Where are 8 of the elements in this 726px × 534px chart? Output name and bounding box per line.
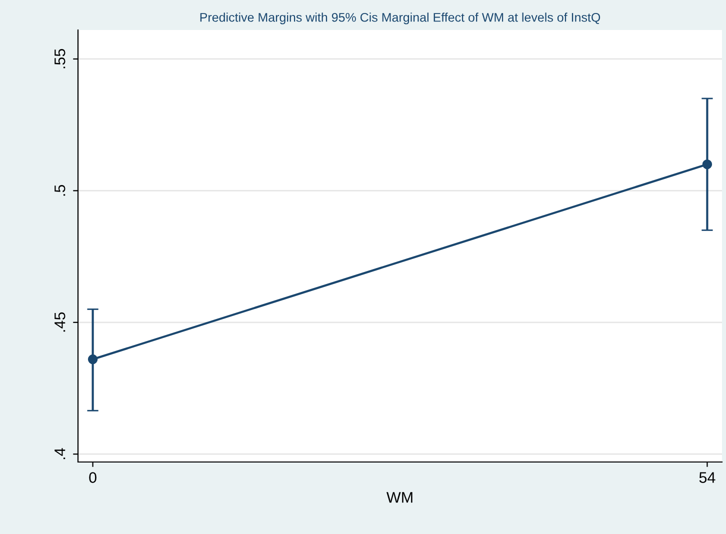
x-tick-label: 54	[699, 472, 716, 483]
y-tick-label: .5	[54, 184, 66, 196]
y-tick-label: .55	[54, 48, 66, 68]
y-tick-label: .45	[54, 312, 66, 332]
y-tick-label: .4	[54, 448, 66, 460]
x-tick-label: 0	[89, 472, 96, 483]
x-axis-title: WM	[386, 492, 412, 503]
chart-title: Predictive Margins with 95% Cis Marginal Effect of WM at levels of InstQ	[200, 12, 600, 24]
